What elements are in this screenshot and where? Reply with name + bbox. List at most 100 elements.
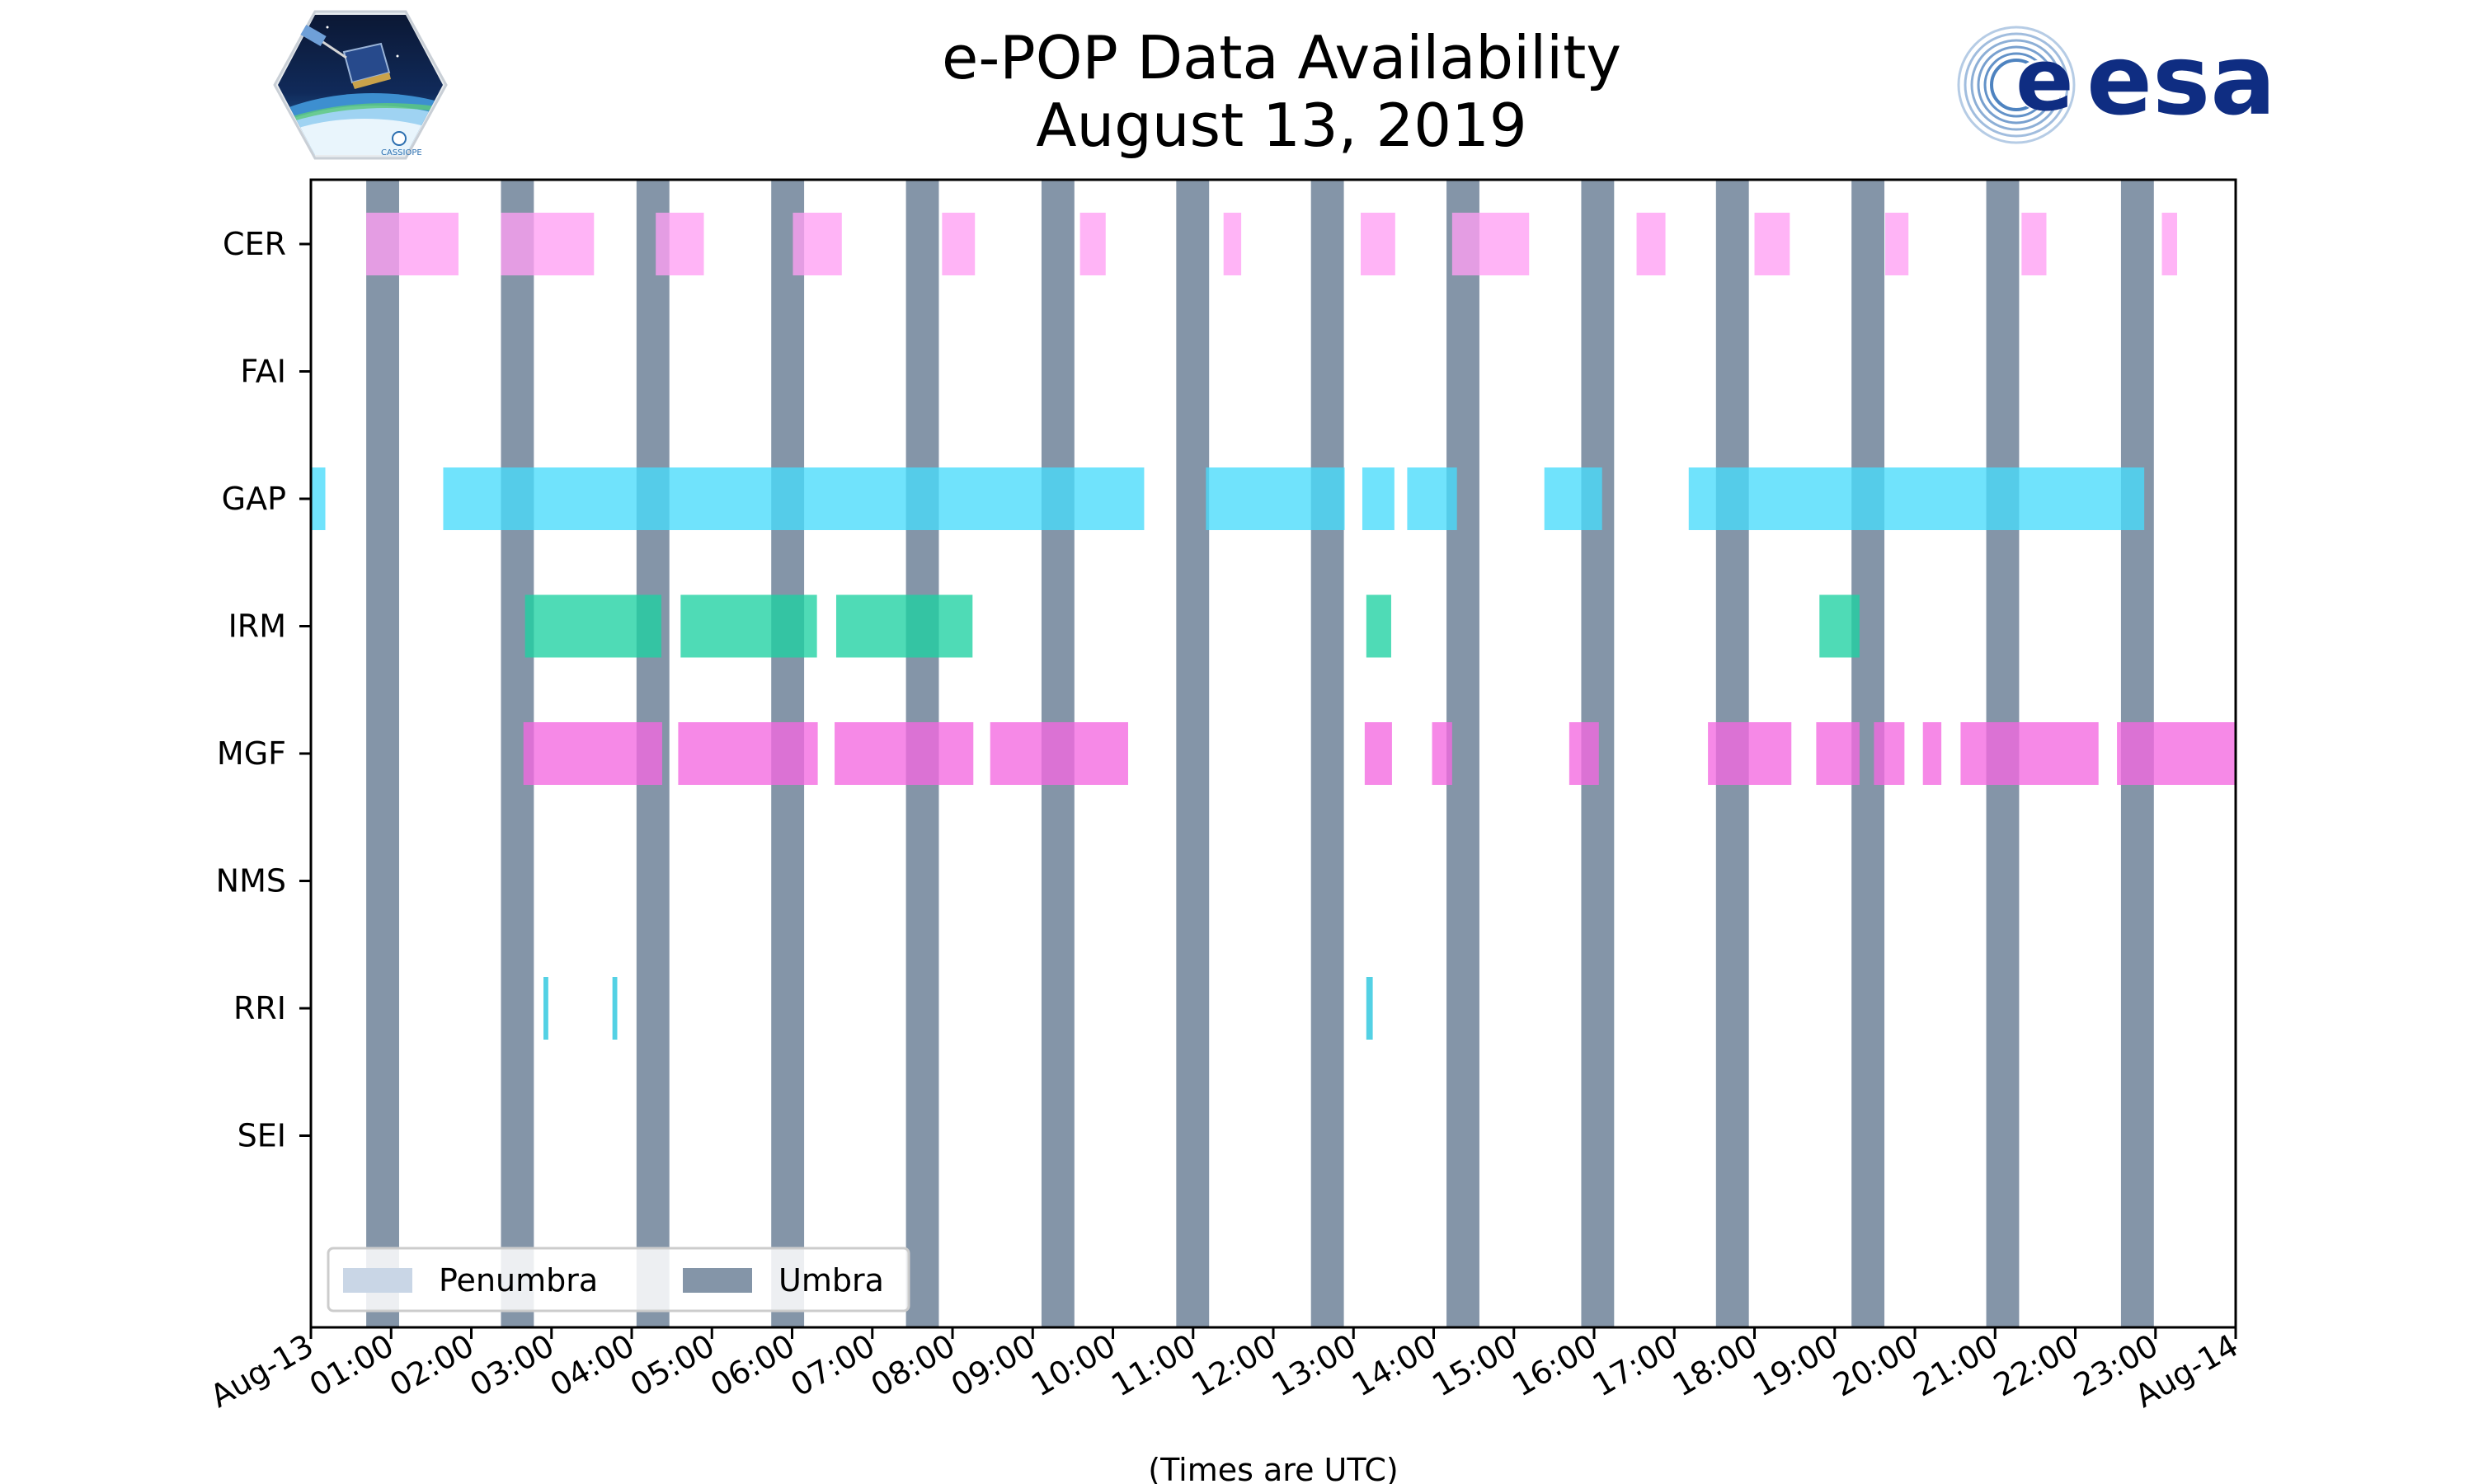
bar-gap-4 [1407,467,1457,530]
umbra-band-9 [1581,180,1615,1327]
umbra-band-10 [1715,180,1749,1327]
x-tick-label-4: 04:00 [544,1327,641,1404]
x-tick-label-22: 22:00 [1987,1327,2084,1404]
bar-rri-1 [612,977,618,1040]
bar-cer-3 [793,213,842,275]
x-tick-label-8: 08:00 [865,1327,962,1404]
bar-cer-9 [1636,213,1666,275]
umbra-bands [366,180,2154,1327]
bar-cer-5 [1079,213,1106,275]
umbra-band-3 [771,180,805,1327]
legend-swatch-umbra [683,1268,752,1293]
legend-swatch-penumbra [343,1268,412,1293]
bar-mgf-9 [1874,722,1905,785]
umbra-band-11 [1851,180,1885,1327]
bar-mgf-8 [1816,722,1860,785]
umbra-band-0 [366,180,399,1327]
umbra-band-13 [2120,180,2154,1327]
bar-cer-0 [366,213,459,275]
x-tick-label-2: 02:00 [383,1327,480,1404]
bar-gap-5 [1544,467,1602,530]
bar-mgf-1 [678,722,818,785]
bar-cer-13 [2161,213,2178,275]
bar-mgf-7 [1708,722,1792,785]
chart-title-line-2: August 13, 2019 [1036,91,1527,160]
bar-gap-3 [1362,467,1395,530]
bar-gap-0 [311,467,326,530]
x-tick-label-10: 10:00 [1025,1327,1122,1404]
bar-gap-1 [443,467,1145,530]
esa-logo-text: esa [2086,23,2276,137]
bar-irm-0 [524,594,661,658]
bar-gap-2 [1206,467,1345,530]
x-tick-label-19: 19:00 [1747,1327,1843,1404]
bar-mgf-2 [835,722,974,785]
bar-rri-0 [543,977,548,1040]
x-tick-label-7: 07:00 [784,1327,881,1404]
y-axis: CER FAI GAP IRM MGF NMS RRI SEI [216,226,311,1154]
umbra-band-8 [1446,180,1479,1327]
x-tick-label-1: 01:00 [303,1327,400,1404]
umbra-band-1 [501,180,534,1327]
legend-label-umbra: Umbra [778,1262,884,1298]
x-tick-label-16: 16:00 [1507,1327,1603,1404]
x-tick-label-21: 21:00 [1907,1327,2004,1404]
x-tick-label-6: 06:00 [704,1327,801,1404]
bar-gap-6 [1688,467,2145,530]
x-tick-label-5: 05:00 [624,1327,721,1404]
plot-frame [309,178,2237,1329]
esa-logo: e esa [1957,23,2276,144]
bar-irm-1 [680,594,817,658]
bar-irm-2 [835,594,973,658]
bar-rri-2 [1366,977,1373,1040]
y-label-sei: SEI [238,1118,286,1154]
y-label-rri: RRI [233,990,286,1026]
legend: Penumbra Umbra [327,1247,910,1313]
umbra-band-12 [1986,180,2020,1327]
bar-cer-7 [1361,213,1395,275]
umbra-band-5 [1041,180,1075,1327]
x-tick-label-24: Aug-14 [2128,1327,2244,1415]
umbra-band-7 [1310,180,1344,1327]
bar-mgf-11 [1960,722,2099,785]
y-label-nms: NMS [216,863,286,899]
x-axis-label: (Times are UTC) [1148,1452,1398,1484]
bar-mgf-0 [523,722,662,785]
x-tick-label-20: 20:00 [1827,1327,1924,1404]
y-label-cer: CER [223,226,286,262]
bar-cer-2 [656,213,704,275]
y-label-mgf: MGF [217,735,286,772]
bar-cer-11 [1885,213,1909,275]
x-tick-label-23: 23:00 [2067,1327,2164,1404]
bar-mgf-3 [990,722,1128,785]
bar-cer-4 [942,213,976,275]
cassiope-logo: CASSIOPE [273,10,448,160]
bar-mgf-6 [1569,722,1599,785]
umbra-band-4 [905,180,939,1327]
y-label-fai: FAI [240,354,286,390]
x-axis: Aug-1301:0002:0003:0004:0005:0006:0007:0… [204,1327,2244,1415]
bar-irm-3 [1366,594,1391,658]
esa-logo-e-glyph: e [2015,30,2074,130]
bar-mgf-10 [1922,722,1942,785]
x-tick-label-9: 09:00 [945,1327,1042,1404]
cassiope-logo-text: CASSIOPE [381,148,422,157]
bar-cer-12 [2021,213,2047,275]
x-tick-label-14: 14:00 [1346,1327,1442,1404]
y-label-gap: GAP [222,481,286,517]
data-bars [311,213,2236,1040]
legend-box [327,1247,910,1313]
umbra-band-6 [1176,180,1210,1327]
satellite-icon [300,24,391,89]
umbra-band-2 [636,180,670,1327]
bar-mgf-4 [1364,722,1392,785]
x-tick-label-11: 11:00 [1105,1327,1202,1404]
x-tick-label-17: 17:00 [1587,1327,1683,1404]
legend-label-penumbra: Penumbra [439,1262,598,1298]
x-tick-label-0: Aug-13 [204,1327,319,1415]
x-tick-label-15: 15:00 [1426,1327,1522,1404]
chart-title-line-1: e-POP Data Availability [942,23,1621,92]
bar-cer-10 [1754,213,1790,275]
x-tick-label-13: 13:00 [1266,1327,1362,1404]
